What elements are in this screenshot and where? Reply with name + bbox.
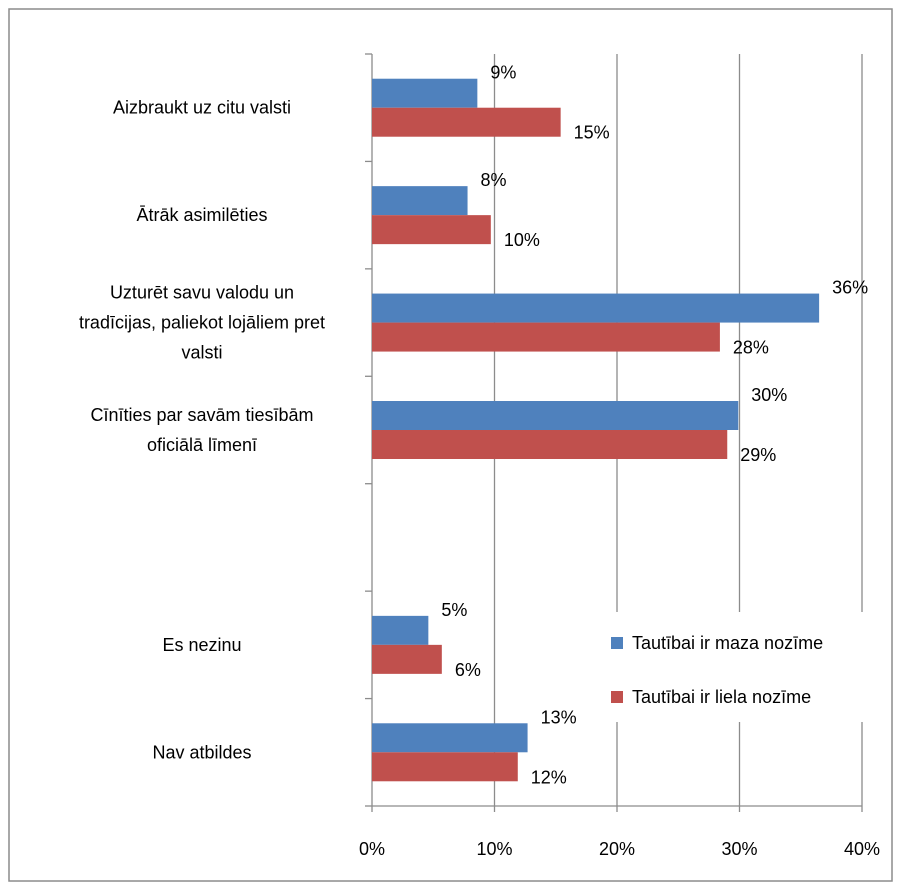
bar — [372, 322, 720, 352]
data-label: 13% — [541, 707, 577, 727]
y-category-label-line: Ātrāk asimilēties — [136, 205, 267, 225]
x-tick-label: 0% — [359, 839, 385, 859]
bar — [372, 78, 478, 108]
legend-label: Tautībai ir maza nozīme — [632, 633, 823, 653]
x-tick-label: 40% — [844, 839, 880, 859]
y-category-label-line: tradīcijas, paliekot lojāliem pret — [79, 313, 325, 333]
bar — [372, 215, 491, 245]
y-category-label: Cīnīties par savām tiesībām oficiālā līme… — [90, 405, 313, 455]
y-category-label-line: Es nezinu — [162, 635, 241, 655]
data-label: 12% — [531, 767, 567, 787]
bar — [372, 293, 820, 323]
bar — [372, 615, 429, 645]
legend-swatch — [611, 637, 623, 649]
y-category-label-line: oficiālā līmenī — [147, 435, 257, 455]
data-label: 29% — [740, 445, 776, 465]
legend-swatch — [611, 691, 623, 703]
data-label: 30% — [751, 385, 787, 405]
y-category-label-line: valsti — [181, 343, 222, 363]
data-label: 6% — [455, 660, 481, 680]
x-tick-label: 10% — [476, 839, 512, 859]
bar — [372, 644, 442, 674]
y-category-label-line: Uzturēt savu valodu un — [110, 283, 294, 303]
data-label: 8% — [481, 170, 507, 190]
bar — [372, 107, 561, 137]
y-category-label: Ātrāk asimilēties — [136, 205, 267, 225]
bar — [372, 430, 728, 459]
y-category-label: Aizbraukt uz citu valsti — [113, 98, 291, 118]
data-label: 10% — [504, 230, 540, 250]
data-label: 9% — [490, 63, 516, 83]
y-category-label: Es nezinu — [162, 635, 241, 655]
y-category-label-line: Aizbraukt uz citu valsti — [113, 98, 291, 118]
y-category-label-line: Cīnīties par savām tiesībām — [90, 405, 313, 425]
y-category-label: Nav atbildes — [152, 742, 251, 762]
y-category-label-line: Nav atbildes — [152, 742, 251, 762]
data-label: 15% — [574, 123, 610, 143]
bar — [372, 401, 739, 430]
bar — [372, 723, 528, 753]
x-tick-label: 20% — [599, 839, 635, 859]
data-label: 36% — [832, 278, 868, 298]
bar — [372, 752, 518, 782]
data-label: 28% — [733, 338, 769, 358]
data-label: 5% — [441, 600, 467, 620]
y-category-label: Uzturēt savu valodu un tradīcijas, paliek… — [79, 283, 325, 363]
legend-label: Tautībai ir liela nozīme — [632, 687, 811, 707]
bar — [372, 186, 468, 216]
x-tick-label: 30% — [721, 839, 757, 859]
legend-background — [602, 612, 890, 722]
